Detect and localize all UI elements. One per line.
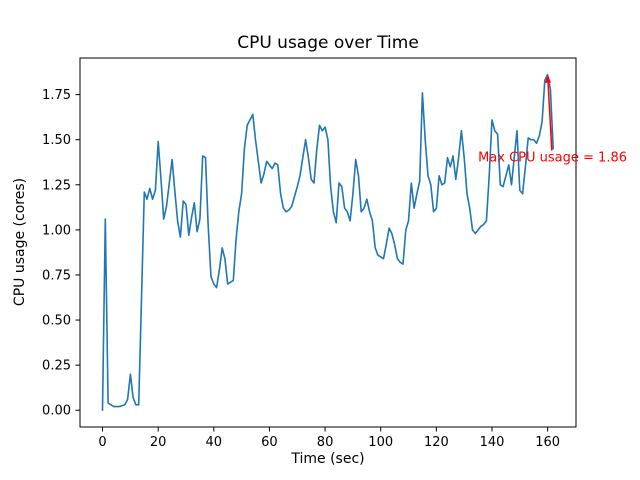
y-tick-label: 1.50 <box>42 133 71 148</box>
y-axis-label: CPU usage (cores) <box>12 178 28 306</box>
x-tick-label: 60 <box>261 435 278 450</box>
y-tick-label: 0.00 <box>42 404 71 419</box>
y-tick-label: 1.75 <box>42 88 71 103</box>
x-tick-label: 40 <box>206 435 223 450</box>
y-tick-label: 0.25 <box>42 359 71 374</box>
y-axis-ticks: 0.00 0.25 0.50 0.75 1.00 1.25 1.50 1.75 <box>42 88 80 419</box>
y-tick-label: 1.25 <box>42 178 71 193</box>
max-annotation: Max CPU usage = 1.86 <box>478 74 627 165</box>
x-tick-label: 140 <box>480 435 505 450</box>
axes-frame <box>79 57 577 428</box>
y-tick-label: 1.00 <box>42 223 71 238</box>
annotation-arrowhead <box>545 74 552 83</box>
x-tick-label: 80 <box>317 435 334 450</box>
annotation-text: Max CPU usage = 1.86 <box>478 150 627 165</box>
annotation-arrow <box>547 82 553 151</box>
x-tick-label: 100 <box>368 435 393 450</box>
cpu-usage-line <box>101 74 555 412</box>
x-tick-label: 160 <box>535 435 560 450</box>
x-axis-label: Time (sec) <box>290 451 364 467</box>
x-tick-label: 120 <box>424 435 449 450</box>
y-tick-label: 0.50 <box>42 314 71 329</box>
x-tick-label: 20 <box>150 435 167 450</box>
x-tick-label: 0 <box>98 435 106 450</box>
chart-title: CPU usage over Time <box>237 33 419 53</box>
x-axis-ticks: 0 20 40 60 80 100 120 140 160 <box>98 427 560 450</box>
y-tick-label: 0.75 <box>42 268 71 283</box>
